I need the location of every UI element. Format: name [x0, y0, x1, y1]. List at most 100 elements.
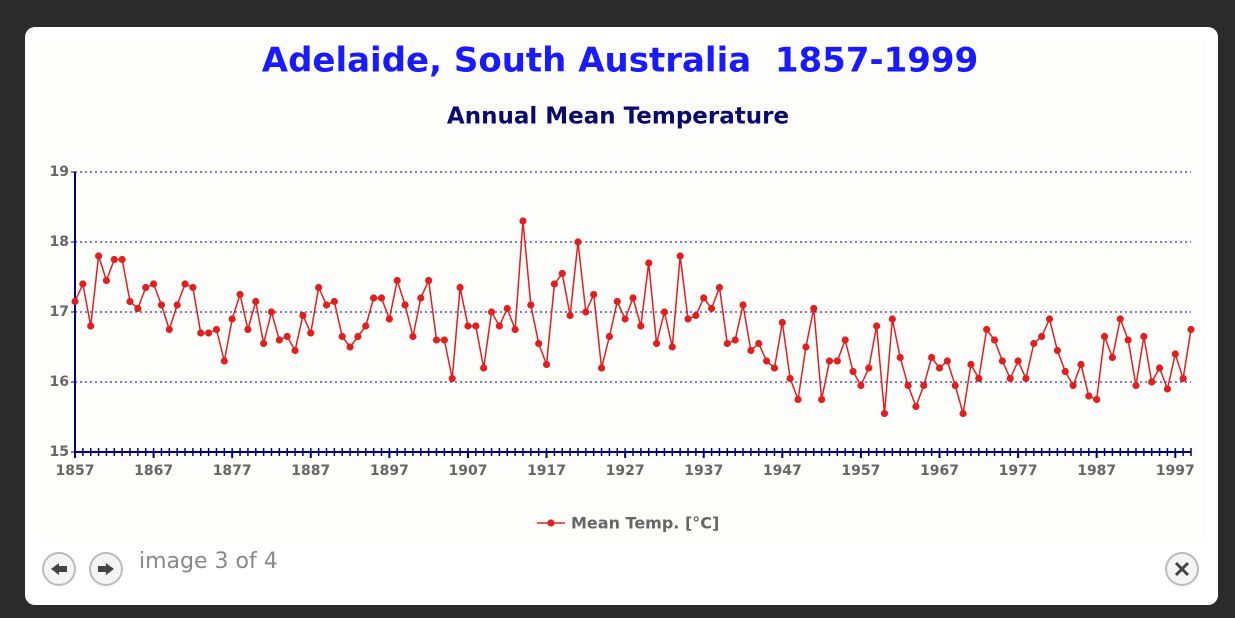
data-point — [456, 283, 464, 292]
caption: image 3 of 4 — [139, 549, 278, 574]
data-point — [307, 329, 315, 337]
data-point — [975, 374, 983, 383]
data-point — [448, 374, 456, 383]
data-point — [849, 367, 857, 376]
data-point — [676, 252, 684, 260]
data-point — [1077, 360, 1085, 369]
data-point — [370, 294, 378, 302]
data-point — [87, 322, 95, 330]
data-point — [873, 322, 881, 330]
data-point — [621, 315, 629, 323]
x-tick-label: 1917 — [527, 463, 566, 479]
data-point — [126, 297, 134, 306]
data-point — [707, 304, 716, 313]
x-tick-label: 1857 — [56, 463, 95, 479]
data-point — [393, 276, 401, 285]
data-point — [283, 332, 291, 341]
chart-title: Adelaide, South Australia 1857-1999 — [262, 41, 978, 81]
data-point — [480, 364, 488, 372]
data-point — [684, 315, 692, 323]
data-point — [315, 283, 323, 292]
data-point — [841, 336, 849, 344]
data-point — [857, 381, 865, 390]
data-point — [896, 353, 904, 362]
data-point — [1022, 374, 1030, 383]
data-point — [299, 311, 307, 320]
data-point — [181, 280, 189, 288]
data-point — [189, 283, 197, 292]
data-point — [1140, 332, 1148, 341]
data-point — [755, 339, 763, 348]
data-point — [637, 322, 645, 330]
data-point — [833, 357, 841, 365]
data-point — [197, 329, 205, 337]
data-point — [1085, 392, 1093, 400]
data-point — [1116, 315, 1124, 323]
data-point — [519, 217, 527, 225]
data-point — [322, 301, 331, 309]
data-point — [220, 357, 228, 365]
data-point — [1053, 346, 1061, 355]
data-point — [763, 357, 771, 365]
data-point — [425, 276, 433, 285]
data-point — [252, 297, 260, 306]
data-point — [110, 255, 118, 264]
data-point — [550, 280, 559, 288]
data-point — [1069, 381, 1077, 390]
data-point — [613, 297, 621, 306]
x-tick-label: 1927 — [606, 463, 645, 479]
data-point — [951, 381, 959, 390]
data-point — [943, 357, 951, 365]
x-tick-label: 1907 — [448, 463, 487, 479]
data-point — [566, 311, 574, 320]
data-point — [409, 332, 417, 341]
data-point — [1187, 325, 1195, 334]
data-point — [668, 343, 676, 351]
data-point — [1093, 395, 1101, 404]
prev-button[interactable] — [42, 552, 76, 586]
x-tick-label: 1977 — [999, 463, 1038, 479]
data-point — [912, 402, 920, 411]
data-point — [432, 336, 441, 344]
data-point — [1124, 336, 1132, 344]
x-tick-label: 1957 — [841, 463, 880, 479]
data-point — [1030, 339, 1038, 348]
data-point — [464, 322, 472, 330]
data-point — [888, 315, 896, 323]
x-tick-label: 1887 — [291, 463, 330, 479]
data-point — [228, 315, 236, 323]
data-point — [935, 364, 944, 372]
data-point — [1155, 364, 1164, 372]
data-point — [385, 315, 393, 323]
data-point — [1100, 332, 1109, 341]
data-point — [739, 301, 747, 309]
y-tick-label: 16 — [50, 374, 69, 390]
data-point — [275, 336, 283, 344]
y-tick-label: 17 — [50, 304, 69, 320]
data-point — [802, 343, 810, 351]
data-point — [652, 339, 661, 348]
legend-marker — [547, 519, 555, 527]
close-button[interactable] — [1165, 552, 1199, 586]
data-point — [778, 318, 786, 327]
next-button[interactable] — [89, 552, 123, 586]
data-point — [417, 294, 425, 302]
y-tick-label: 19 — [50, 164, 69, 180]
data-point — [1061, 367, 1069, 376]
data-point — [134, 304, 142, 313]
data-point — [354, 332, 362, 341]
data-point — [401, 301, 409, 309]
data-point — [629, 294, 637, 302]
data-point — [102, 276, 111, 285]
data-point — [818, 395, 826, 404]
data-point — [94, 252, 103, 260]
data-point — [503, 304, 511, 313]
data-point — [205, 329, 213, 337]
data-point — [244, 325, 252, 334]
data-point — [267, 308, 276, 316]
data-point — [590, 290, 598, 299]
data-point — [377, 294, 386, 302]
data-point — [149, 280, 158, 288]
data-point — [810, 304, 818, 313]
